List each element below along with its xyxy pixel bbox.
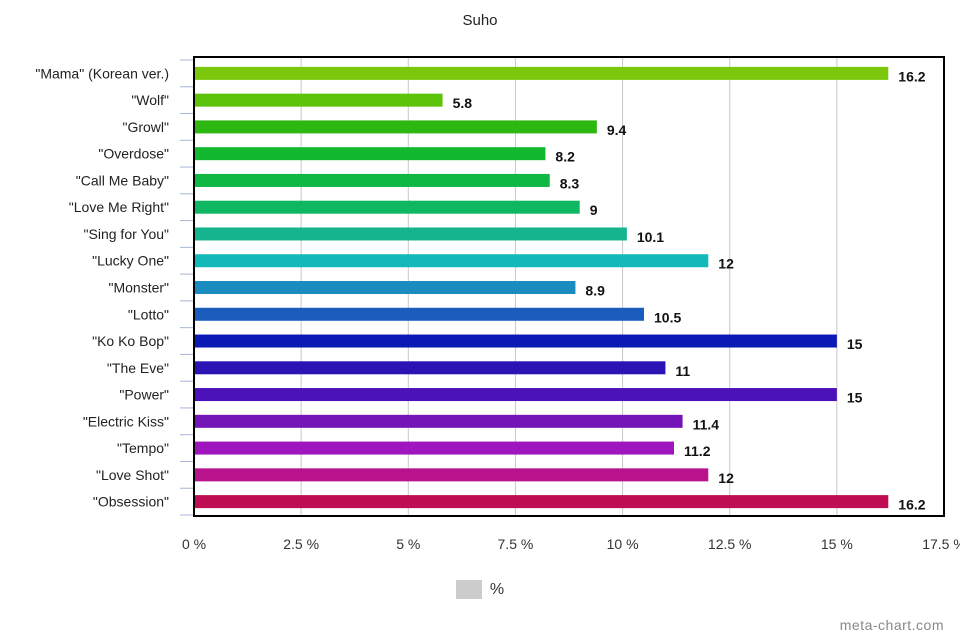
category-label: "Power" xyxy=(119,387,169,403)
category-label: "Sing for You" xyxy=(84,226,169,242)
bar xyxy=(195,388,837,402)
x-tick-label: 5 % xyxy=(396,536,420,552)
category-label: "Wolf" xyxy=(131,92,169,108)
bar xyxy=(195,200,580,214)
data-label: 11.4 xyxy=(693,416,720,432)
category-label: "Electric Kiss" xyxy=(83,413,169,429)
data-label: 8.3 xyxy=(560,175,580,191)
data-label: 15 xyxy=(847,336,863,352)
data-label: 15 xyxy=(847,390,863,406)
bar xyxy=(195,414,683,428)
bar xyxy=(195,281,576,294)
data-label: 16.2 xyxy=(898,497,925,513)
watermark: meta-chart.com xyxy=(839,617,944,633)
bar xyxy=(195,334,837,348)
x-tick-label: 0 % xyxy=(182,536,206,552)
bar xyxy=(195,120,597,134)
plot-frame xyxy=(193,56,945,517)
category-label: "Lucky One" xyxy=(92,253,169,269)
bar xyxy=(195,254,709,268)
data-label: 9.4 xyxy=(607,122,627,138)
category-label: "Mama" (Korean ver.) xyxy=(35,65,169,81)
data-label: 12 xyxy=(718,470,734,486)
category-label: "Monster" xyxy=(108,280,169,296)
x-tick-label: 12.5 % xyxy=(708,536,752,552)
category-label: "Love Shot" xyxy=(96,467,169,483)
bar xyxy=(195,495,889,509)
bar xyxy=(195,227,627,241)
data-label: 9 xyxy=(590,202,598,218)
bar xyxy=(195,93,443,107)
bar xyxy=(195,361,666,375)
legend-label: % xyxy=(489,580,505,598)
data-label: 12 xyxy=(718,256,734,272)
category-label: "Lotto" xyxy=(128,306,169,322)
category-label: "Tempo" xyxy=(117,440,169,456)
data-label: 11.2 xyxy=(684,443,711,459)
data-label: 10.5 xyxy=(654,309,681,325)
x-tick-label: 15 % xyxy=(821,536,853,552)
data-label: 8.9 xyxy=(585,283,605,299)
category-label: "Love Me Right" xyxy=(69,199,169,215)
label-layer: 0 % 2.5 % 5 % 7.5 % 10 % 12.5 % 15 % 17.5 % "Mam… xyxy=(35,65,960,552)
x-tick-label: 17.5 % xyxy=(922,536,960,552)
category-label: "The Eve" xyxy=(107,360,169,376)
bar xyxy=(195,66,889,80)
category-label: "Obsession" xyxy=(93,494,169,510)
data-label: 8.2 xyxy=(555,149,575,165)
category-label: "Overdose" xyxy=(98,146,169,162)
data-label: 10.1 xyxy=(637,229,664,245)
category-label: "Growl" xyxy=(123,119,170,135)
data-label: 5.8 xyxy=(453,95,473,111)
bar xyxy=(195,468,709,482)
bar-layer xyxy=(195,66,889,509)
legend: % xyxy=(0,580,960,599)
bar xyxy=(195,173,550,187)
data-label: 16.2 xyxy=(898,68,925,84)
x-tick-label: 10 % xyxy=(607,536,639,552)
bar xyxy=(195,441,674,455)
bar xyxy=(195,147,546,161)
x-tick-label: 2.5 % xyxy=(283,536,319,552)
data-label: 11 xyxy=(675,363,690,379)
x-tick-label: 7.5 % xyxy=(498,536,534,552)
category-label: "Call Me Baby" xyxy=(76,172,169,188)
legend-swatch xyxy=(455,580,482,599)
chart-title: Suho xyxy=(462,12,498,29)
bar xyxy=(195,307,644,321)
category-label: "Ko Ko Bop" xyxy=(92,333,169,349)
